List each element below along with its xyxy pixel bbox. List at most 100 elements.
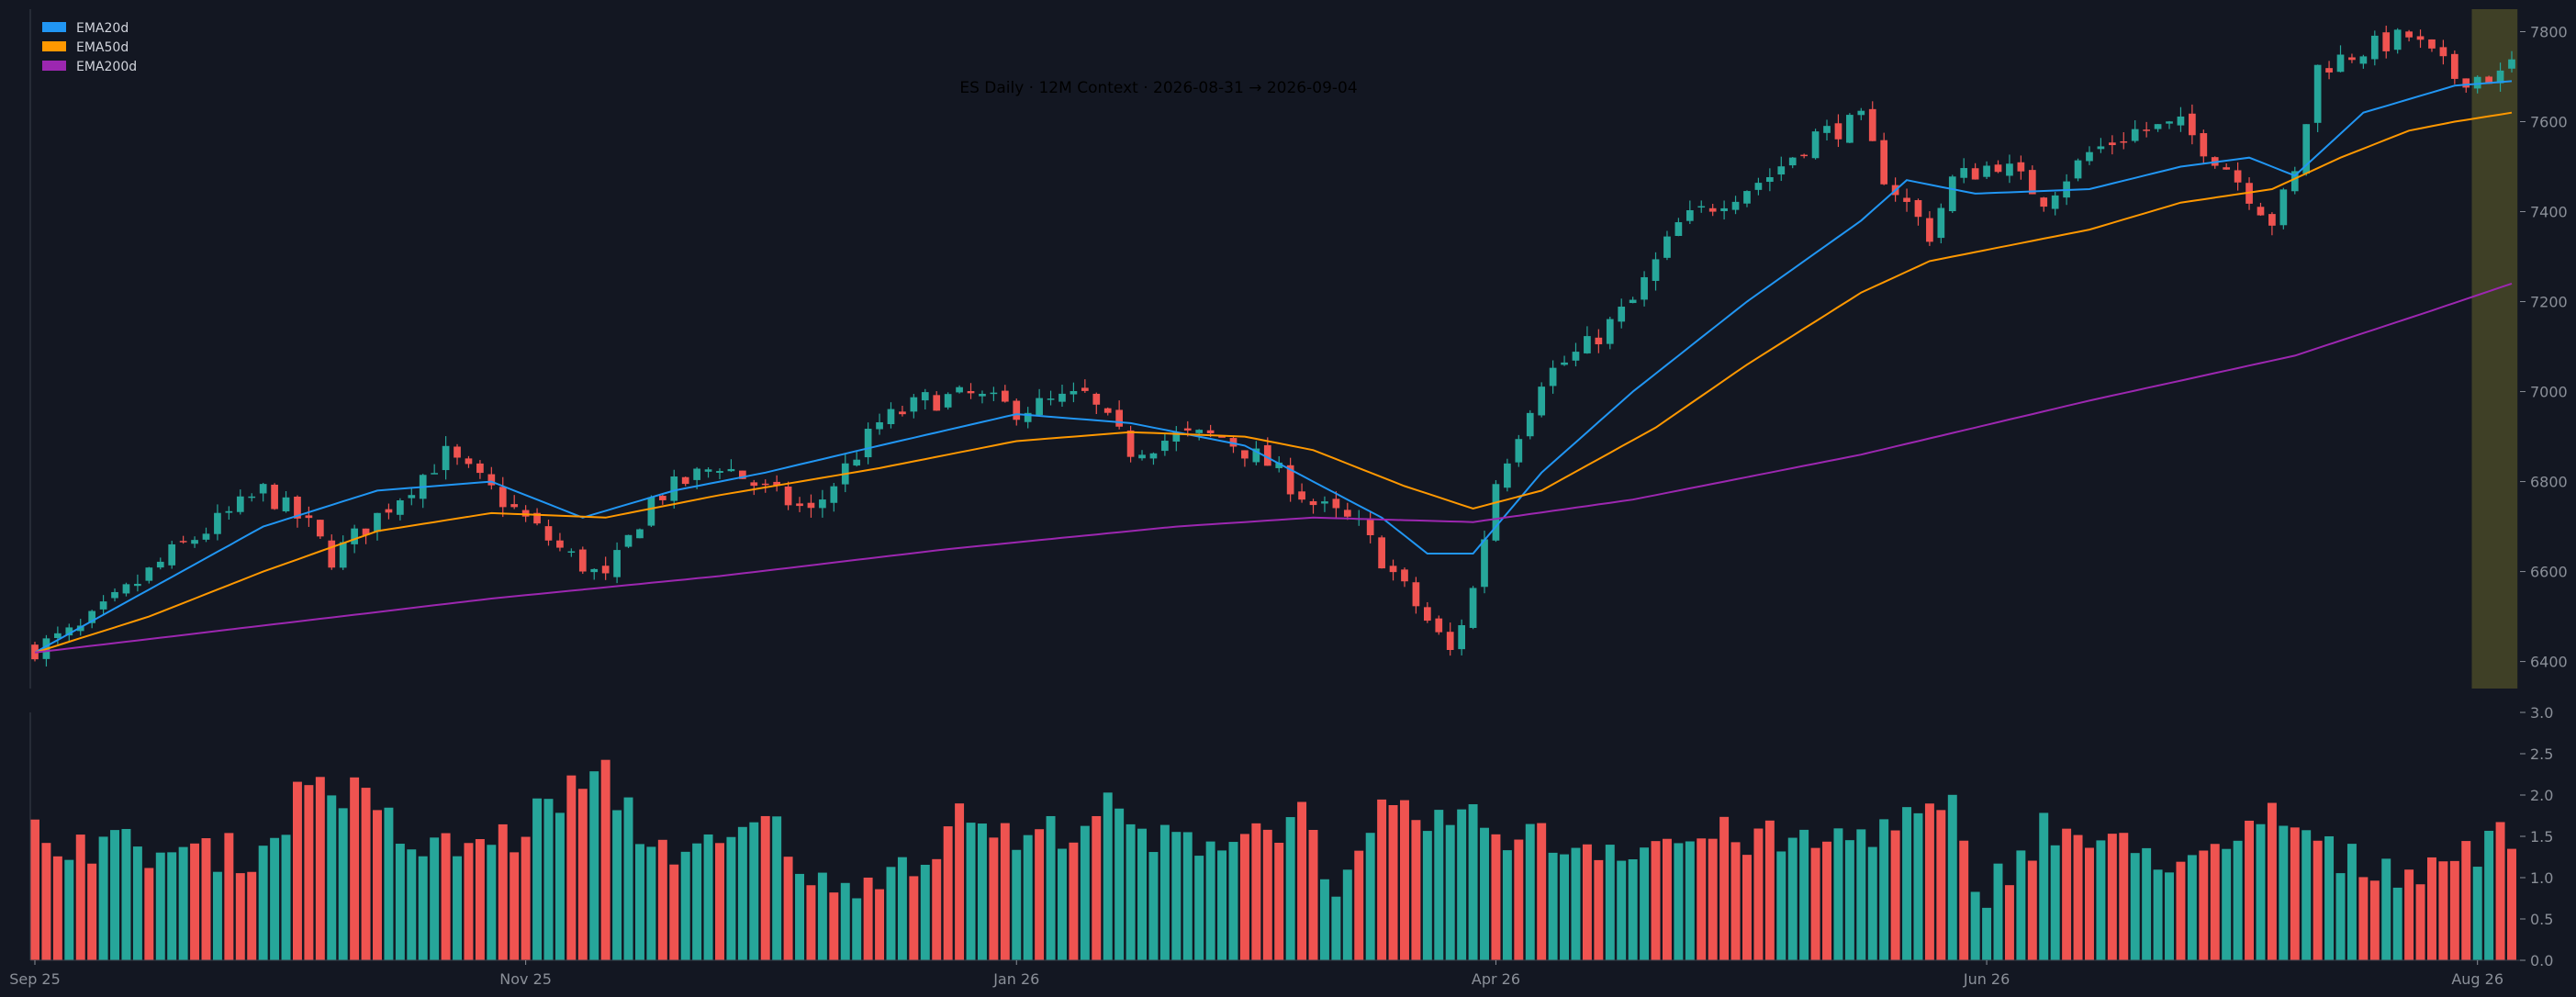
- candle-body: [1708, 207, 1717, 212]
- volume-bar: [932, 858, 942, 960]
- candle: [1561, 355, 1568, 366]
- volume-bar: [41, 843, 51, 960]
- candle-body: [1538, 386, 1546, 416]
- candle-body: [510, 504, 519, 508]
- volume-bar: [2472, 867, 2482, 960]
- volume-bar: [521, 836, 531, 960]
- candle: [2120, 132, 2128, 150]
- candle-body: [578, 549, 587, 572]
- candle-body: [1024, 412, 1032, 422]
- candle-body: [1126, 430, 1135, 457]
- candle: [1618, 298, 1626, 329]
- volume-bar: [52, 856, 62, 960]
- candle-body: [1903, 197, 1910, 202]
- volume-bar: [1902, 807, 1912, 960]
- candle-body: [1343, 510, 1351, 517]
- candle-body: [2473, 76, 2481, 89]
- candle-body: [1469, 588, 1477, 628]
- candle: [933, 391, 941, 411]
- candle-body: [2177, 116, 2185, 126]
- volume-bar: [1879, 819, 1889, 960]
- candle-body: [1971, 168, 1979, 180]
- candle: [2268, 212, 2276, 236]
- candle: [636, 528, 644, 539]
- candle-body: [864, 429, 872, 458]
- candle: [1697, 200, 1706, 213]
- candle: [1526, 409, 1534, 440]
- candle-body: [1743, 191, 1751, 204]
- candle-body: [1446, 632, 1454, 651]
- candle: [1777, 156, 1786, 182]
- candle-body: [305, 515, 313, 519]
- candle-body: [1161, 441, 1169, 452]
- candle-body: [2143, 129, 2150, 131]
- candle: [362, 528, 370, 544]
- candle-body: [1834, 123, 1842, 140]
- candle-body: [498, 487, 507, 508]
- volume-bar: [943, 826, 953, 960]
- volume-bar: [589, 771, 599, 960]
- candle: [876, 413, 883, 435]
- volume-bar: [1262, 829, 1272, 960]
- legend-swatch: [42, 41, 66, 51]
- candle-body: [1481, 539, 1488, 588]
- volume-bar: [2404, 869, 2414, 960]
- candle-body: [1868, 108, 1876, 141]
- candle: [1857, 107, 1865, 120]
- x-tick-label: Jun 26: [1963, 970, 2010, 988]
- candle-body: [807, 502, 815, 509]
- candle-body: [2508, 59, 2515, 69]
- candle: [750, 479, 758, 496]
- volume-bar: [840, 882, 850, 960]
- volume-bar: [1514, 839, 1524, 960]
- candle-body: [1149, 453, 1158, 459]
- volume-bar: [1708, 838, 1718, 960]
- candle-body: [122, 584, 130, 594]
- volume-bar: [2324, 835, 2335, 960]
- candle: [1686, 200, 1694, 225]
- candle: [2257, 202, 2265, 217]
- candle: [282, 490, 290, 513]
- volume-bar: [441, 833, 451, 960]
- candle: [2051, 192, 2059, 216]
- candle-body: [191, 540, 198, 544]
- chart-title: ES Daily · 12M Context · 2026-08-31 → 20…: [959, 79, 1357, 97]
- candle: [1081, 379, 1089, 393]
- candle: [1172, 426, 1181, 452]
- candle-body: [225, 510, 233, 513]
- price-panel: [31, 25, 2515, 667]
- candle-body: [921, 392, 929, 401]
- volume-bar: [1594, 859, 1604, 960]
- candle-body: [1960, 168, 1968, 178]
- volume-bar: [829, 892, 839, 960]
- candle: [2017, 155, 2025, 180]
- volume-bar: [178, 846, 188, 960]
- candle-body: [1994, 164, 2002, 173]
- candle-body: [693, 468, 700, 480]
- candle: [887, 402, 895, 429]
- candle: [864, 422, 872, 465]
- candle-body: [704, 469, 712, 472]
- candle-body: [2120, 140, 2128, 143]
- candle-body: [1298, 491, 1305, 500]
- candle-body: [2257, 207, 2265, 216]
- candle-body: [1321, 501, 1328, 504]
- volume-bar: [726, 836, 736, 960]
- candle-body: [784, 486, 792, 506]
- volume-bar: [2392, 887, 2402, 960]
- candle-body: [1286, 465, 1294, 495]
- candle: [54, 626, 62, 644]
- candle-body: [1013, 400, 1021, 420]
- candle-body: [179, 541, 187, 543]
- volume-bar: [1035, 829, 1045, 960]
- candle-body: [1618, 307, 1626, 322]
- candle-body: [1001, 390, 1009, 402]
- volume-bar: [2415, 884, 2425, 960]
- volume-bar: [475, 839, 485, 960]
- candle: [1504, 458, 1511, 492]
- candle-body: [1606, 319, 1614, 344]
- candle-body: [556, 540, 564, 548]
- volume-bar: [1628, 858, 1638, 960]
- volume-bar: [2062, 828, 2072, 960]
- candle: [1001, 385, 1009, 403]
